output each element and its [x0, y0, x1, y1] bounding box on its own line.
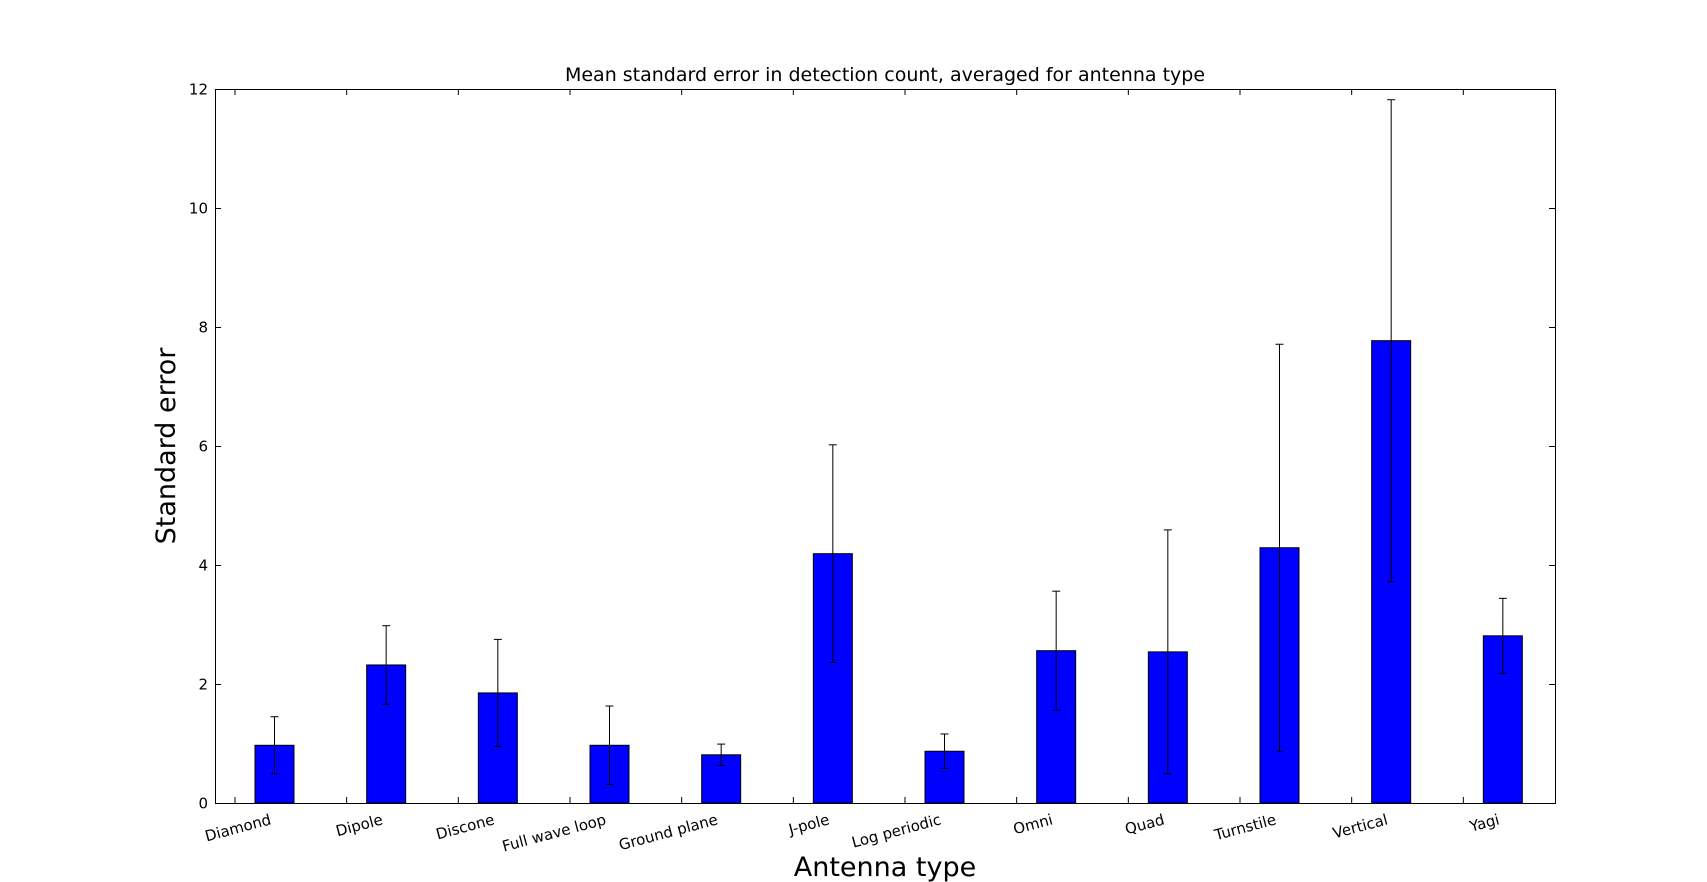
- bars-group: [254, 340, 1523, 804]
- x-tick-label-dipole: Dipole: [334, 810, 385, 840]
- x-tick-label-diamond: Diamond: [203, 810, 273, 845]
- x-tick-label-discone: Discone: [434, 810, 496, 843]
- x-tick-label-omni: Omni: [1011, 810, 1054, 838]
- error-bar-quad: [1163, 529, 1172, 775]
- plot-area-frame: [215, 89, 1556, 804]
- x-tick-label-yagi: Yagi: [1467, 810, 1502, 835]
- error-bar-omni: [1052, 590, 1061, 711]
- error-bar-yagi: [1498, 597, 1507, 674]
- y-axis-label: Standard error: [151, 347, 182, 545]
- y-tick-label: 2: [198, 676, 208, 694]
- y-tick-label: 4: [198, 557, 208, 575]
- y-tick: 8: [198, 319, 1555, 337]
- y-tick-label: 12: [189, 81, 208, 99]
- x-axis-label: Antenna type: [794, 852, 976, 882]
- error-bar-j-pole: [828, 444, 837, 664]
- x-tick-label-log-periodic: Log periodic: [850, 810, 943, 851]
- error-bar-dipole: [382, 625, 391, 705]
- x-tick: Diamond: [203, 89, 273, 845]
- y-tick: 10: [189, 200, 1555, 218]
- x-tick-label-ground-plane: Ground plane: [617, 810, 720, 854]
- x-tick-label-vertical: Vertical: [1331, 810, 1390, 842]
- y-tick: 4: [198, 557, 1555, 575]
- error-bar-ground-plane: [717, 743, 726, 767]
- error-bar-log-periodic: [940, 733, 949, 769]
- x-tick-label-turnstile: Turnstile: [1211, 810, 1278, 844]
- error-bar-turnstile: [1275, 343, 1284, 752]
- y-tick-label: 8: [198, 319, 208, 337]
- x-tick: Log periodic: [850, 89, 943, 852]
- y-tick: 2: [198, 676, 1555, 694]
- x-tick-label-j-pole: J-pole: [786, 810, 832, 838]
- chart-title: Mean standard error in detection count, …: [565, 64, 1205, 86]
- x-tick: Ground plane: [617, 89, 720, 854]
- y-tick: 12: [189, 81, 1555, 99]
- y-tick: 0: [198, 795, 1555, 813]
- y-tick-label: 6: [198, 438, 208, 456]
- y-axis-ticks: 0 2 4 6 8 10 12: [189, 81, 1555, 813]
- x-tick-label-full-wave-loop: Full wave loop: [500, 810, 608, 855]
- error-bar-vertical: [1387, 99, 1396, 583]
- y-tick-label: 10: [189, 200, 208, 218]
- y-tick-label: 0: [198, 795, 208, 813]
- y-tick: 6: [198, 438, 1555, 456]
- x-tick-label-quad: Quad: [1123, 810, 1166, 838]
- error-bar-diamond: [270, 716, 279, 775]
- error-bar-full-wave-loop: [605, 705, 614, 786]
- error-bars-group: [270, 99, 1507, 786]
- error-bar-discone: [493, 638, 502, 747]
